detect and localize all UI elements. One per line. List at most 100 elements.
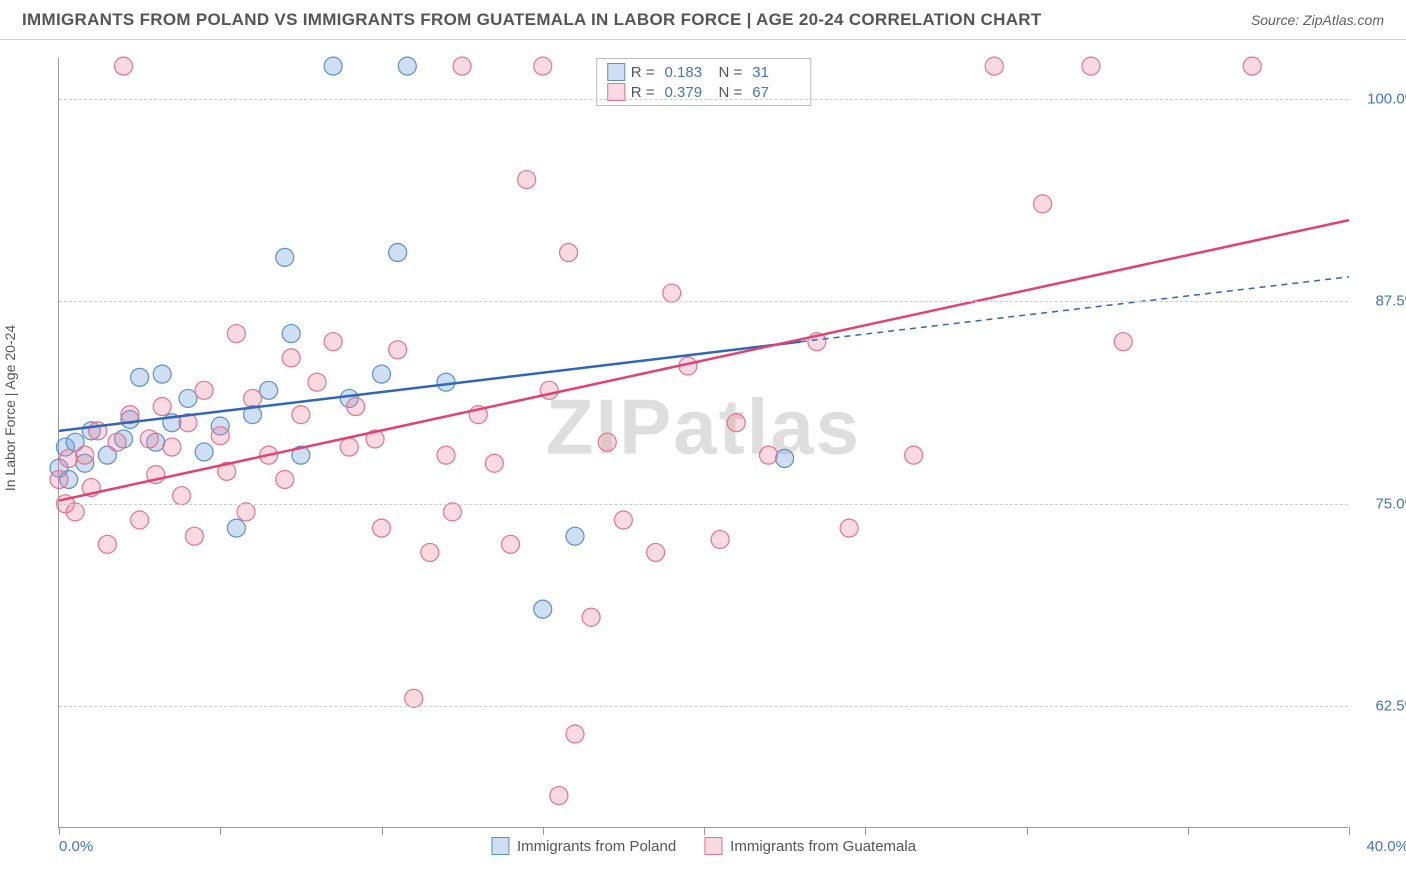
scatter-point-guatemala — [1243, 57, 1261, 75]
x-tick — [220, 827, 221, 835]
scatter-point-guatemala — [340, 438, 358, 456]
x-tick — [1027, 827, 1028, 835]
chart-header: IMMIGRANTS FROM POLAND VS IMMIGRANTS FRO… — [0, 0, 1406, 40]
x-tick — [1349, 827, 1350, 835]
scatter-point-guatemala — [173, 487, 191, 505]
scatter-point-guatemala — [405, 689, 423, 707]
scatter-point-poland — [534, 600, 552, 618]
scatter-point-guatemala — [292, 406, 310, 424]
scatter-point-poland — [389, 244, 407, 262]
gridline-horizontal — [59, 301, 1348, 302]
scatter-point-guatemala — [50, 470, 68, 488]
scatter-point-guatemala — [443, 503, 461, 521]
scatter-point-guatemala — [60, 449, 78, 467]
scatter-point-guatemala — [566, 725, 584, 743]
scatter-point-guatemala — [153, 398, 171, 416]
scatter-point-guatemala — [98, 535, 116, 553]
scatter-point-guatemala — [582, 608, 600, 626]
legend-swatch — [491, 837, 509, 855]
y-tick-label: 87.5% — [1358, 293, 1406, 310]
scatter-point-guatemala — [131, 511, 149, 529]
scatter-point-guatemala — [1082, 57, 1100, 75]
scatter-point-guatemala — [282, 349, 300, 367]
scatter-point-poland — [179, 389, 197, 407]
scatter-point-poland — [324, 57, 342, 75]
scatter-point-poland — [373, 365, 391, 383]
legend-n-value: 31 — [752, 64, 800, 81]
scatter-point-guatemala — [389, 341, 407, 359]
scatter-point-guatemala — [115, 57, 133, 75]
chart-title: IMMIGRANTS FROM POLAND VS IMMIGRANTS FRO… — [22, 10, 1042, 30]
legend-correlation-row: R =0.183N =31 — [607, 63, 801, 81]
scatter-point-guatemala — [534, 57, 552, 75]
legend-series-item: Immigrants from Poland — [491, 837, 676, 855]
scatter-point-guatemala — [227, 325, 245, 343]
legend-series-item: Immigrants from Guatemala — [704, 837, 916, 855]
scatter-point-guatemala — [502, 535, 520, 553]
scatter-point-guatemala — [760, 446, 778, 464]
scatter-point-guatemala — [76, 446, 94, 464]
scatter-point-poland — [398, 57, 416, 75]
x-tick-label: 0.0% — [59, 838, 93, 855]
scatter-point-guatemala — [211, 427, 229, 445]
x-tick — [1188, 827, 1189, 835]
scatter-point-guatemala — [237, 503, 255, 521]
x-tick — [382, 827, 383, 835]
source-attribution: Source: ZipAtlas.com — [1251, 12, 1384, 28]
scatter-point-guatemala — [453, 57, 471, 75]
scatter-point-guatemala — [163, 438, 181, 456]
scatter-point-guatemala — [727, 414, 745, 432]
scatter-point-guatemala — [308, 373, 326, 391]
y-tick-label: 100.0% — [1358, 90, 1406, 107]
scatter-point-guatemala — [66, 503, 84, 521]
regression-line-guatemala — [59, 220, 1349, 500]
scatter-point-guatemala — [560, 244, 578, 262]
scatter-point-guatemala — [840, 519, 858, 537]
regression-extension-poland — [801, 277, 1349, 342]
legend-r-label: R = — [631, 64, 655, 81]
scatter-point-guatemala — [1034, 195, 1052, 213]
scatter-point-poland — [195, 443, 213, 461]
x-tick — [543, 827, 544, 835]
scatter-point-guatemala — [647, 543, 665, 561]
scatter-point-poland — [437, 373, 455, 391]
legend-n-label: N = — [719, 64, 743, 81]
scatter-point-guatemala — [985, 57, 1003, 75]
gridline-horizontal — [59, 99, 1348, 100]
gridline-horizontal — [59, 706, 1348, 707]
scatter-point-poland — [776, 449, 794, 467]
legend-series: Immigrants from Poland Immigrants from Gu… — [491, 837, 916, 855]
plot-area: ZIPatlas R =0.183N =31R =0.379N =67 Immi… — [58, 58, 1348, 828]
scatter-point-guatemala — [140, 430, 158, 448]
scatter-point-poland — [566, 527, 584, 545]
scatter-point-guatemala — [421, 543, 439, 561]
scatter-point-poland — [227, 519, 245, 537]
scatter-point-guatemala — [347, 398, 365, 416]
scatter-point-guatemala — [485, 454, 503, 472]
scatter-point-poland — [260, 381, 278, 399]
x-tick — [59, 827, 60, 835]
x-tick — [865, 827, 866, 835]
y-tick-label: 62.5% — [1358, 698, 1406, 715]
scatter-point-guatemala — [663, 284, 681, 302]
scatter-point-guatemala — [324, 333, 342, 351]
scatter-point-guatemala — [614, 511, 632, 529]
y-axis-label: In Labor Force | Age 20-24 — [2, 325, 18, 491]
scatter-point-guatemala — [185, 527, 203, 545]
scatter-point-poland — [153, 365, 171, 383]
x-tick-label: 40.0% — [1366, 838, 1406, 855]
regression-line-poland — [59, 342, 801, 431]
legend-swatch — [704, 837, 722, 855]
scatter-point-poland — [131, 368, 149, 386]
scatter-point-guatemala — [276, 470, 294, 488]
scatter-point-guatemala — [373, 519, 391, 537]
scatter-point-guatemala — [195, 381, 213, 399]
gridline-horizontal — [59, 504, 1348, 505]
legend-swatch — [607, 63, 625, 81]
scatter-point-guatemala — [550, 787, 568, 805]
scatter-point-guatemala — [905, 446, 923, 464]
legend-series-label: Immigrants from Guatemala — [730, 838, 916, 855]
scatter-point-guatemala — [598, 433, 616, 451]
scatter-point-poland — [276, 248, 294, 266]
scatter-point-guatemala — [108, 433, 126, 451]
